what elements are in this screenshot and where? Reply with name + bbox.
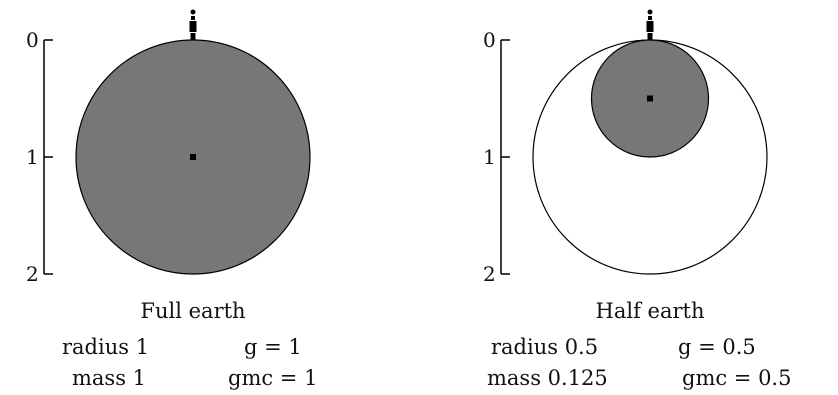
center-of-mass-dot	[647, 95, 653, 102]
center-of-mass-dot	[190, 154, 196, 160]
tick-label-1: 1	[483, 145, 496, 169]
tick-label-2: 2	[26, 262, 39, 286]
tick-label-0: 0	[483, 28, 496, 52]
mass-stat: mass 0.125	[487, 366, 608, 390]
panel-caption: Half earth	[596, 299, 705, 323]
tick-label-2: 2	[483, 262, 496, 286]
person-figure	[646, 9, 654, 40]
panel-caption: Full earth	[140, 299, 245, 323]
mass-stat: mass 1	[72, 366, 146, 390]
radius-stat: radius 0.5	[491, 335, 598, 359]
gmc-stat: gmc = 1	[228, 366, 317, 390]
person-figure	[189, 9, 197, 40]
tick-label-0: 0	[26, 28, 39, 52]
depth-axis: 0 1 2	[483, 28, 510, 286]
panel-half-earth: 0 1 2 Half earth radius 0.5 g = 0.5 mass…	[483, 9, 791, 390]
depth-axis: 0 1 2	[26, 28, 53, 286]
tick-label-1: 1	[26, 145, 39, 169]
radius-stat: radius 1	[62, 335, 149, 359]
gmc-stat: gmc = 0.5	[682, 366, 791, 390]
g-stat: g = 0.5	[678, 335, 756, 359]
panel-full-earth: 0 1 2 Full earth radius 1 g = 1 mass 1 g…	[26, 9, 317, 390]
g-stat: g = 1	[244, 335, 302, 359]
